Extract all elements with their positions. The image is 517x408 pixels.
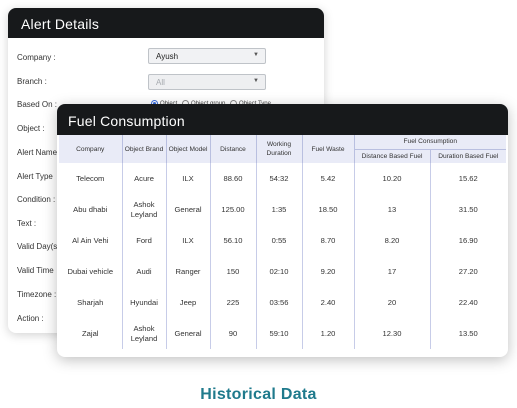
cell-duration-based-fuel: 22.40 (458, 297, 478, 307)
branch-select[interactable]: All ▼ (148, 74, 266, 90)
cell-working-duration: 1:35 (256, 194, 303, 225)
cell-object-model: General (166, 318, 211, 349)
cell-distance: 56.10 (210, 225, 257, 256)
col-header-object-model: Object Model (166, 135, 211, 163)
cell-distance: 225 (210, 287, 257, 318)
timezone-label: Timezone : (17, 290, 57, 299)
cell-company: Al Ain Vehi (59, 225, 123, 256)
cell-company: Telecom (59, 163, 123, 194)
table-row: Abu dhabi Ashok Leyland General 125.00 1:35 1… (59, 194, 506, 225)
company-select[interactable]: Ayush ▼ (148, 48, 266, 64)
historical-data-caption: Historical Data (200, 386, 317, 403)
cell-fuel-waste: 1.20 (302, 318, 355, 349)
branch-select-value: All (156, 78, 165, 87)
cell-object-model: ILX (166, 163, 211, 194)
cell-object-model: Jeep (166, 287, 211, 318)
cell-working-duration: 54:32 (256, 163, 303, 194)
cell-company: Sharjah (59, 287, 123, 318)
chevron-down-icon: ▼ (253, 52, 259, 58)
cell-working-duration: 59:10 (256, 318, 303, 349)
table-row: Sharjah Hyundai Jeep 225 03:56 2.40 20 22.40 (59, 287, 506, 318)
action-label: Action : (17, 314, 44, 323)
cell-distance-based-fuel: 8.20 (354, 225, 431, 256)
cell-distance-based-fuel: 10.20 (354, 163, 431, 194)
col-header-working-duration: Working Duration (256, 135, 303, 163)
text-label: Text : (17, 219, 37, 228)
cell-working-duration: 02:10 (256, 256, 303, 287)
cell-working-duration: 03:56 (256, 287, 303, 318)
cell-distance: 90 (210, 318, 257, 349)
cell-distance: 150 (210, 256, 257, 287)
based-on-label: Based On : (17, 100, 58, 109)
col-header-fuel-waste: Fuel Waste (302, 135, 355, 163)
cell-fuel-waste: 2.40 (302, 287, 355, 318)
cell-distance-based-fuel: 20 (354, 287, 431, 318)
cell-company: Zajal (59, 318, 123, 349)
valid-days-label: Valid Day(s (17, 242, 58, 251)
alert-details-title: Alert Details (8, 8, 324, 38)
cell-object-brand: Ashok Leyland (122, 318, 167, 349)
cell-duration-based-fuel: 13.50 (458, 328, 478, 338)
fuel-table-body: Telecom Acure ILX 88.60 54:32 5.42 10.20 15.62 A… (59, 163, 506, 349)
alert-name-label: Alert Name (17, 148, 58, 157)
chevron-down-icon: ▼ (253, 78, 259, 84)
alert-type-label: Alert Type (17, 172, 53, 181)
table-row: Telecom Acure ILX 88.60 54:32 5.42 10.20 15.62 (59, 163, 506, 194)
col-header-object-brand: Object Brand (122, 135, 167, 163)
cell-object-brand: Acure (122, 163, 167, 194)
cell-distance-based-fuel: 17 (354, 256, 431, 287)
cell-fuel-waste: 9.20 (302, 256, 355, 287)
cell-fuel-waste: 5.42 (302, 163, 355, 194)
company-label: Company : (17, 53, 56, 62)
cell-object-brand: Audi (122, 256, 167, 287)
valid-time-label: Valid Time (17, 266, 54, 275)
cell-fuel-waste: 18.50 (302, 194, 355, 225)
cell-company: Dubai vehicle (59, 256, 123, 287)
cell-duration-based-fuel: 31.50 (458, 204, 478, 214)
cell-working-duration: 0:55 (256, 225, 303, 256)
cell-company: Abu dhabi (59, 194, 123, 225)
cell-object-brand: Ford (122, 225, 167, 256)
cell-distance: 125.00 (210, 194, 257, 225)
cell-object-brand: Ashok Leyland (122, 194, 167, 225)
col-header-company: Company (59, 135, 123, 163)
cell-object-brand: Hyundai (122, 287, 167, 318)
table-row: Al Ain Vehi Ford ILX 56.10 0:55 8.70 8.20 16.90 (59, 225, 506, 256)
cell-distance-based-fuel: 13 (354, 194, 431, 225)
col-header-distance: Distance (210, 135, 257, 163)
col-header-distance-based-fuel: Distance Based Fuel (354, 149, 431, 163)
table-row: Zajal Ashok Leyland General 90 59:10 1.20 12.3… (59, 318, 506, 349)
cell-object-model: General (166, 194, 211, 225)
cell-object-model: ILX (166, 225, 211, 256)
company-select-value: Ayush (156, 52, 179, 61)
cell-distance: 88.60 (210, 163, 257, 194)
cell-distance-based-fuel: 12.30 (354, 318, 431, 349)
col-group-fuel-consumption: Fuel Consumption (354, 135, 507, 150)
cell-fuel-waste: 8.70 (302, 225, 355, 256)
fuel-consumption-title: Fuel Consumption (57, 104, 508, 135)
fuel-table: Company Object Brand Object Model Distan… (59, 135, 507, 349)
cell-duration-based-fuel: 15.62 (458, 173, 478, 183)
cell-duration-based-fuel: 27.20 (458, 266, 478, 276)
col-header-duration-based-fuel: Duration Based Fuel (430, 149, 507, 163)
condition-label: Condition : (17, 195, 56, 204)
fuel-consumption-panel: Fuel Consumption Company Object Brand Ob… (57, 104, 508, 357)
cell-duration-based-fuel: 16.90 (458, 235, 478, 245)
branch-label: Branch : (17, 77, 47, 86)
object-label: Object : (17, 124, 45, 133)
table-row: Dubai vehicle Audi Ranger 150 02:10 9.20 17 27.… (59, 256, 506, 287)
cell-object-model: Ranger (166, 256, 211, 287)
